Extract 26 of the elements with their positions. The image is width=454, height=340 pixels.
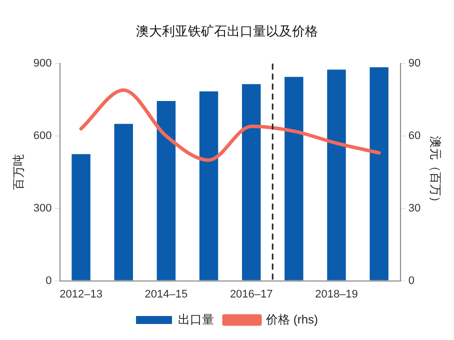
y-tick-label: 900 xyxy=(33,58,52,70)
bar xyxy=(284,76,304,280)
bar xyxy=(199,91,218,280)
bar xyxy=(242,84,261,280)
x-tick-label: 2014–15 xyxy=(144,288,188,300)
x-tick-label: 2012–13 xyxy=(60,288,102,300)
bar xyxy=(370,67,388,280)
y2-tick-label: 0 xyxy=(408,274,414,287)
bar xyxy=(327,70,346,280)
bar xyxy=(72,154,90,280)
y2-axis-title: 澳元（百万） xyxy=(428,136,442,208)
line-series xyxy=(79,88,381,162)
y-axis-title: 百万吨 xyxy=(12,154,26,190)
y2-tick-label: 90 xyxy=(408,58,421,70)
y-tick-label: 0 xyxy=(46,274,52,287)
legend-label: 出口量 xyxy=(178,312,214,326)
y-tick-label: 300 xyxy=(33,202,52,214)
x-tick-label: 2016–17 xyxy=(230,288,273,300)
y-tick-label: 600 xyxy=(33,130,52,142)
x-tick-label: 2018–19 xyxy=(315,288,358,300)
bar xyxy=(114,124,133,280)
bar xyxy=(156,101,176,280)
legend-label: 价格 (rhs) xyxy=(265,312,318,326)
y2-tick-label: 30 xyxy=(408,202,421,214)
y2-tick-label: 60 xyxy=(408,130,421,142)
chart-title: 澳大利亚铁矿石出口量以及价格 xyxy=(136,23,318,38)
